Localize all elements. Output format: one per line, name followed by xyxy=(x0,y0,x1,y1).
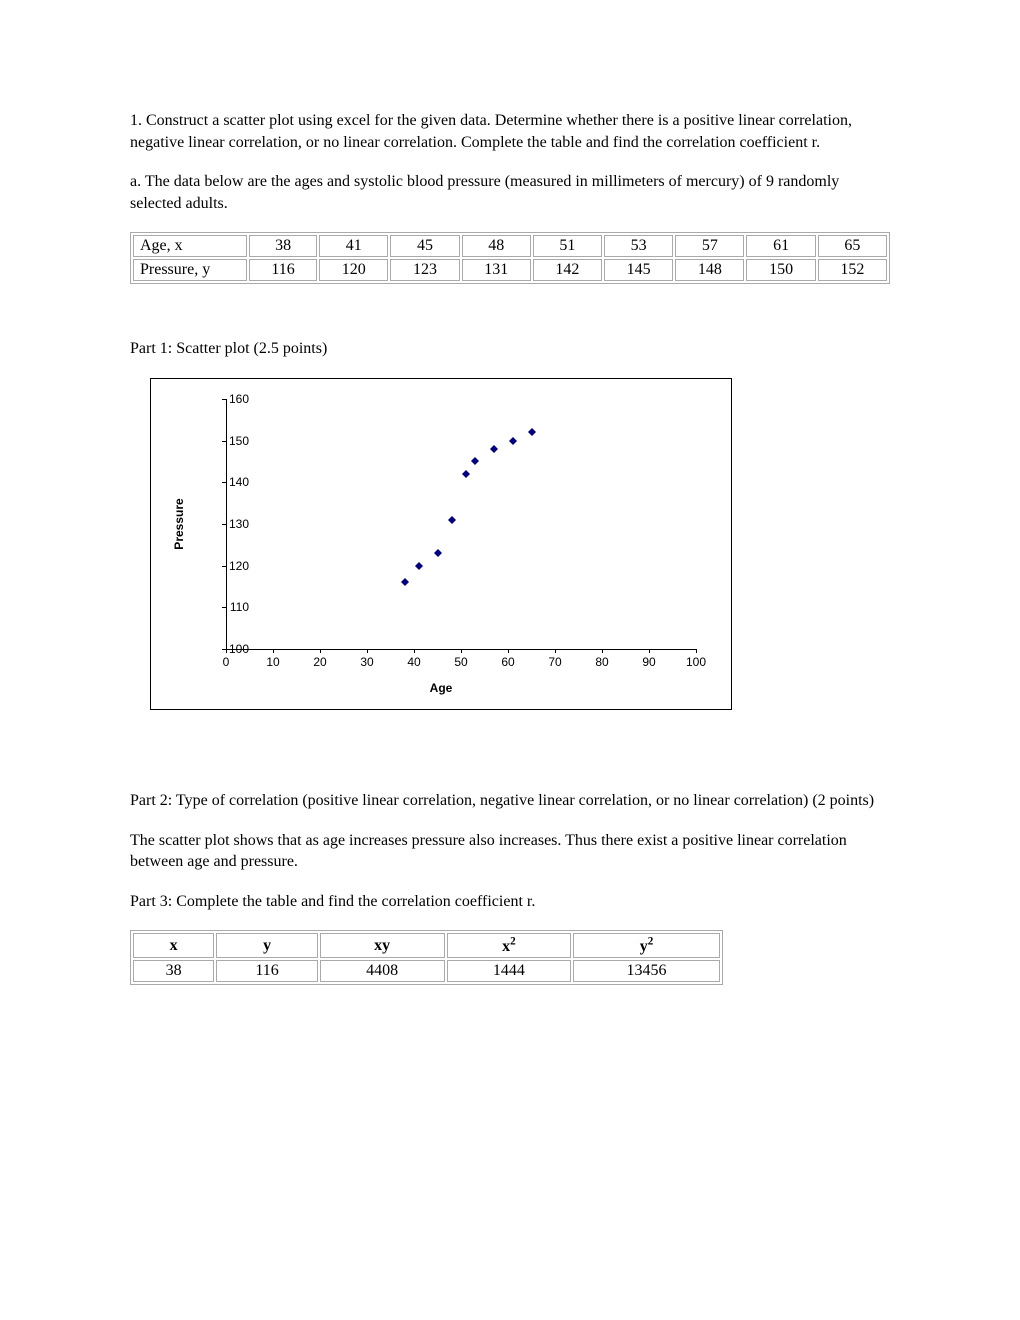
cell: 38 xyxy=(133,960,214,982)
xtick-label: 80 xyxy=(595,655,608,669)
ytick-mark xyxy=(222,441,226,442)
chart-ylabel: Pressure xyxy=(172,498,186,549)
xtick-mark xyxy=(508,649,509,653)
cell: 123 xyxy=(390,259,459,281)
xtick-label: 70 xyxy=(548,655,561,669)
cell: 53 xyxy=(604,235,673,257)
stats-table: x y xy x2 y2 38 116 4408 1444 13456 xyxy=(130,930,723,984)
ytick-label: 150 xyxy=(209,434,249,448)
question-part-a: a. The data below are the ages and systo… xyxy=(130,171,890,214)
xtick-label: 90 xyxy=(642,655,655,669)
table-row: Pressure, y 116 120 123 131 142 145 148 … xyxy=(133,259,887,281)
ytick-label: 140 xyxy=(209,475,249,489)
xtick-label: 10 xyxy=(266,655,279,669)
ytick-mark xyxy=(222,399,226,400)
xtick-label: 60 xyxy=(501,655,514,669)
cell: 152 xyxy=(818,259,887,281)
xtick-mark xyxy=(414,649,415,653)
part2-answer: The scatter plot shows that as age incre… xyxy=(130,830,890,873)
ytick-mark xyxy=(222,607,226,608)
data-point xyxy=(509,437,517,445)
table-row: 38 116 4408 1444 13456 xyxy=(133,960,720,982)
data-point xyxy=(528,428,536,436)
cell: 38 xyxy=(249,235,317,257)
part1-title: Part 1: Scatter plot (2.5 points) xyxy=(130,338,890,360)
data-point xyxy=(448,516,456,524)
ytick-label: 160 xyxy=(209,392,249,406)
cell: 61 xyxy=(746,235,815,257)
xtick-mark xyxy=(696,649,697,653)
xtick-mark xyxy=(367,649,368,653)
scatter-chart: Pressure Age 100 110 120 130 140 150 160 0 10 20 3… xyxy=(150,378,732,710)
cell: 4408 xyxy=(320,960,445,982)
xtick-label: 100 xyxy=(686,655,706,669)
ytick-label: 110 xyxy=(209,600,249,614)
table-row: x y xy x2 y2 xyxy=(133,933,720,957)
xtick-label: 0 xyxy=(223,655,230,669)
col-header: y2 xyxy=(573,933,720,957)
xtick-label: 50 xyxy=(454,655,467,669)
xtick-label: 30 xyxy=(360,655,373,669)
table-row: Age, x 38 41 45 48 51 53 57 61 65 xyxy=(133,235,887,257)
ytick-mark xyxy=(222,524,226,525)
part2-title: Part 2: Type of correlation (positive li… xyxy=(130,790,890,812)
plot-area xyxy=(226,399,697,650)
xtick-mark xyxy=(226,649,227,653)
cell: 116 xyxy=(249,259,317,281)
xtick-mark xyxy=(555,649,556,653)
xtick-label: 20 xyxy=(313,655,326,669)
question-intro: 1. Construct a scatter plot using excel … xyxy=(130,110,890,153)
col-header: y xyxy=(216,933,317,957)
cell: 148 xyxy=(675,259,744,281)
cell: 116 xyxy=(216,960,317,982)
cell: 13456 xyxy=(573,960,720,982)
xtick-mark xyxy=(320,649,321,653)
cell: 51 xyxy=(533,235,602,257)
cell: 142 xyxy=(533,259,602,281)
data-point xyxy=(462,470,470,478)
ytick-label: 130 xyxy=(209,517,249,531)
part3-title: Part 3: Complete the table and find the … xyxy=(130,891,890,913)
chart-xlabel: Age xyxy=(151,681,731,695)
ytick-label: 100 xyxy=(209,642,249,656)
ytick-mark xyxy=(222,482,226,483)
row-label: Pressure, y xyxy=(133,259,247,281)
col-header: x xyxy=(133,933,214,957)
row-label: Age, x xyxy=(133,235,247,257)
col-header: x2 xyxy=(447,933,572,957)
cell: 1444 xyxy=(447,960,572,982)
xtick-label: 40 xyxy=(407,655,420,669)
ytick-mark xyxy=(222,566,226,567)
cell: 120 xyxy=(319,259,388,281)
xtick-mark xyxy=(602,649,603,653)
cell: 145 xyxy=(604,259,673,281)
cell: 65 xyxy=(818,235,887,257)
data-point xyxy=(471,457,479,465)
data-point xyxy=(434,549,442,557)
col-header: xy xyxy=(320,933,445,957)
xtick-mark xyxy=(273,649,274,653)
cell: 41 xyxy=(319,235,388,257)
ytick-label: 120 xyxy=(209,559,249,573)
data-point xyxy=(401,578,409,586)
cell: 150 xyxy=(746,259,815,281)
cell: 131 xyxy=(462,259,531,281)
cell: 57 xyxy=(675,235,744,257)
data-point xyxy=(415,562,423,570)
data-point xyxy=(490,445,498,453)
cell: 45 xyxy=(390,235,459,257)
xtick-mark xyxy=(649,649,650,653)
xtick-mark xyxy=(461,649,462,653)
cell: 48 xyxy=(462,235,531,257)
data-table: Age, x 38 41 45 48 51 53 57 61 65 Pressu… xyxy=(130,232,890,284)
